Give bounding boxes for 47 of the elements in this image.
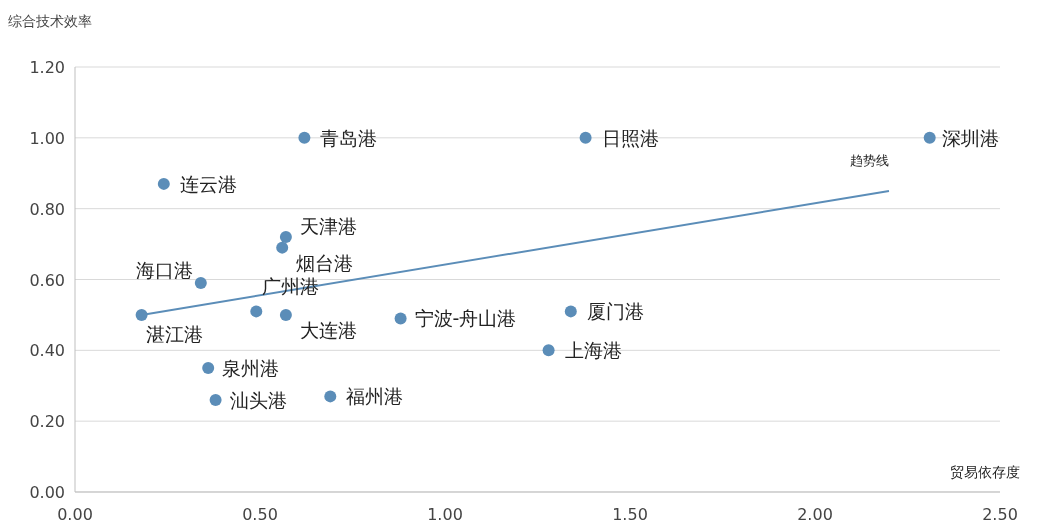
point: [298, 131, 311, 144]
point: [394, 312, 407, 325]
point: [276, 241, 289, 254]
annotation: 泉州港: [222, 357, 280, 380]
point: [324, 390, 337, 403]
x-tick-label: 1.50: [612, 505, 648, 524]
y-tick-label: 0.80: [29, 199, 65, 219]
y-tick-label: 1.20: [29, 58, 65, 77]
point: [564, 305, 577, 318]
point: [923, 131, 936, 144]
point: [194, 277, 207, 290]
annotation: 福州港: [346, 385, 404, 408]
point: [279, 231, 292, 243]
x-tick-label: 2.50: [982, 505, 1018, 524]
annotation: 青岛港: [320, 126, 378, 149]
x-axis-title: 贸易依存度: [950, 464, 1020, 480]
point: [579, 131, 592, 144]
annotation: 连云港: [179, 172, 237, 195]
x-tick-label: 0.50: [242, 505, 278, 524]
y-axis-title: 综合技术效率: [8, 13, 92, 29]
x-tick-label: 2.00: [797, 505, 833, 524]
annotation: 深圳港: [941, 126, 999, 149]
annotation: 日照港: [601, 126, 659, 149]
x-tick-label: 0.00: [57, 505, 93, 524]
annotation: 大连港: [299, 318, 357, 341]
annotation: 汕头港: [229, 388, 287, 411]
annotation: 厦门港: [586, 300, 644, 323]
annotation: 宁波-舟山港: [414, 307, 517, 330]
y-tick-label: 0.20: [29, 412, 65, 432]
annotation: 湛江港: [145, 322, 203, 345]
point: [202, 362, 215, 375]
y-tick-label: 0.60: [29, 270, 65, 290]
point: [279, 308, 292, 321]
point: [250, 305, 263, 318]
point: [135, 308, 148, 321]
annotation: 趋势线: [849, 152, 889, 168]
y-tick-label: 0.00: [29, 483, 65, 502]
y-tick-label: 0.40: [29, 341, 65, 361]
y-tick-label: 1.00: [29, 128, 65, 148]
annotation: 烟台港: [296, 251, 354, 274]
point: [157, 177, 170, 190]
annotation: 上海港: [564, 339, 622, 362]
annotation: 天津港: [299, 215, 357, 237]
point: [209, 393, 222, 406]
annotation: 海口港: [135, 259, 193, 282]
x-tick-label: 1.00: [427, 505, 463, 524]
point: [542, 344, 555, 357]
